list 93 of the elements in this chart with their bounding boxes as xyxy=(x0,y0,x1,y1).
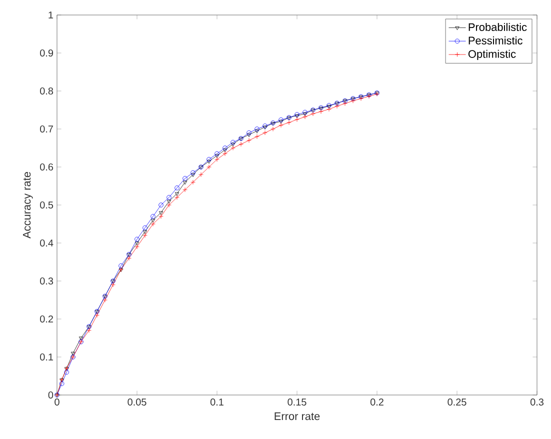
y-tick-label: 0.9 xyxy=(40,49,54,57)
y-tick-label: 0.2 xyxy=(40,315,53,323)
point xyxy=(110,282,116,288)
point xyxy=(166,200,172,204)
point xyxy=(150,214,156,219)
point xyxy=(342,101,348,106)
y-tick-label: 0.5 xyxy=(40,201,54,209)
point xyxy=(134,244,140,250)
point xyxy=(174,192,180,196)
point xyxy=(182,176,188,181)
y-axis-title: Accuracy rate xyxy=(22,172,33,238)
point xyxy=(214,154,220,158)
point xyxy=(70,352,76,356)
point xyxy=(246,138,252,143)
point xyxy=(190,170,196,176)
point xyxy=(246,130,252,136)
legend-label: Pessimistic xyxy=(468,36,522,44)
x-tick-label: 0.05 xyxy=(128,398,146,406)
point xyxy=(222,148,228,152)
point xyxy=(270,126,276,132)
point xyxy=(294,117,300,122)
point xyxy=(206,164,212,170)
point xyxy=(334,104,340,109)
x-tick-label: 0.15 xyxy=(288,398,306,406)
point xyxy=(86,328,92,333)
point xyxy=(254,134,260,139)
point xyxy=(78,336,84,340)
point xyxy=(59,381,64,386)
point xyxy=(254,130,260,134)
point xyxy=(182,187,188,192)
point xyxy=(246,133,252,138)
point xyxy=(150,218,156,223)
point xyxy=(302,112,308,116)
point xyxy=(118,263,124,268)
point xyxy=(102,298,108,302)
point xyxy=(318,109,324,114)
point xyxy=(278,122,284,128)
point xyxy=(222,146,228,150)
point xyxy=(302,110,308,115)
point xyxy=(278,117,284,122)
point xyxy=(158,202,164,208)
y-tick-label: 0.8 xyxy=(40,87,54,95)
point xyxy=(190,180,196,185)
y-tick-label: 0 xyxy=(48,391,54,399)
point xyxy=(214,151,220,156)
point xyxy=(278,120,284,124)
point xyxy=(64,370,69,375)
point xyxy=(142,230,148,234)
point xyxy=(142,233,148,238)
y-tick-label: 0.6 xyxy=(40,163,54,171)
legend-label: Probabilistic xyxy=(468,22,527,32)
point xyxy=(94,312,100,318)
x-tick-label: 0.3 xyxy=(530,398,544,406)
point xyxy=(134,242,140,246)
point xyxy=(150,222,156,226)
point xyxy=(230,140,236,145)
point xyxy=(230,146,236,150)
point xyxy=(254,126,260,132)
point xyxy=(158,211,164,215)
y-tick-label: 0.4 xyxy=(40,239,54,247)
point xyxy=(198,172,204,177)
y-tick-label: 1 xyxy=(48,12,53,18)
point xyxy=(350,98,356,104)
point xyxy=(134,236,140,242)
y-tick-label: 0.1 xyxy=(40,353,53,361)
x-tick-label: 0.25 xyxy=(448,398,466,406)
x-tick-label: 0 xyxy=(54,398,60,406)
point xyxy=(214,157,220,162)
point xyxy=(142,225,148,230)
point xyxy=(262,130,268,136)
point xyxy=(126,256,132,261)
point xyxy=(166,202,172,208)
x-tick-label: 0.2 xyxy=(370,398,384,406)
point xyxy=(286,120,292,125)
point xyxy=(230,142,236,147)
point xyxy=(174,186,180,190)
legend-label: Optimistic xyxy=(468,50,516,60)
point xyxy=(206,160,212,164)
point xyxy=(326,106,332,112)
point xyxy=(310,111,316,116)
point xyxy=(174,195,180,200)
y-tick-label: 0.3 xyxy=(40,277,54,285)
point xyxy=(182,180,188,185)
x-tick-label: 0.1 xyxy=(210,398,224,406)
point xyxy=(158,214,164,219)
point xyxy=(302,114,308,120)
point xyxy=(238,142,244,147)
y-tick-label: 0.7 xyxy=(40,125,53,133)
point xyxy=(222,151,228,156)
point xyxy=(206,157,212,162)
point xyxy=(166,195,172,200)
x-axis-title: Error rate xyxy=(274,412,320,420)
point xyxy=(190,173,196,177)
